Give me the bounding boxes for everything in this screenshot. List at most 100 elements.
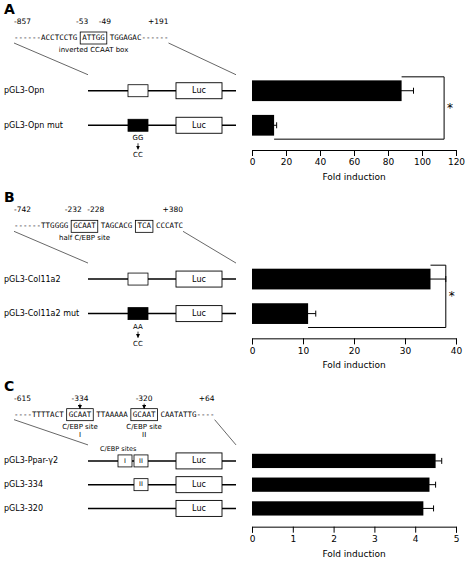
x-tick-mark: [320, 150, 321, 156]
error-bar-cap: [271, 122, 272, 128]
error-bar-line: [429, 460, 441, 461]
x-tick-label: 120: [448, 157, 465, 167]
site-box: [135, 220, 153, 232]
x-tick-mark: [456, 150, 457, 156]
mutation-to: CC: [133, 340, 143, 348]
construct-site-box: [128, 308, 148, 320]
panel: B------TTGGGGGCAATTAGCACGTCACCCATC-742+3…: [4, 189, 462, 370]
position-label: -228: [87, 205, 104, 214]
error-bar-cap: [413, 88, 414, 94]
category-label: pGL3-334: [4, 480, 43, 489]
error-bar-line: [415, 279, 446, 280]
sequence-text: ----TTTTACT: [14, 410, 64, 419]
x-tick-label: 20: [349, 346, 361, 356]
construct-site-label: I: [124, 457, 126, 465]
error-bar: [300, 311, 315, 317]
error-bar-cap: [423, 482, 424, 488]
reporter-box: [176, 117, 222, 133]
sequence-text: CCCATC: [156, 221, 183, 230]
position-label: -232: [65, 205, 82, 214]
error-bar-cap: [276, 122, 277, 128]
bar: [252, 269, 431, 290]
x-tick-mark: [293, 527, 294, 533]
position-arrow: [144, 404, 145, 409]
panel-title: B: [4, 189, 15, 205]
connector: [14, 43, 88, 75]
category-label: pGL3-Opn mut: [4, 121, 63, 130]
x-tick: 1: [290, 527, 296, 544]
sequence-text: TAGCACG: [101, 221, 133, 230]
reporter-box: [176, 83, 222, 99]
error-bar: [390, 88, 414, 94]
position-label: -320: [136, 394, 153, 403]
plot-area: [252, 454, 442, 516]
position-label: -615: [14, 394, 31, 403]
construct-site-box: [118, 455, 132, 467]
reporter-label: Luc: [192, 309, 206, 318]
construct-site-box: [128, 273, 148, 285]
error-bar-line: [413, 508, 433, 509]
x-tick: 3: [372, 527, 378, 544]
bar: [252, 80, 402, 101]
error-bar-line: [390, 90, 414, 91]
site-box: [80, 32, 107, 44]
error-bar-cap: [433, 505, 434, 511]
x-tick-label: 80: [383, 157, 395, 167]
significance-bracket: [444, 77, 445, 139]
mutation-arrow: [138, 143, 139, 149]
reporter-box: [176, 453, 222, 469]
panel: C----TTTTACTGCAATTTAAAAAGCAATCAATATTG---…: [4, 378, 459, 559]
position-label: -49: [99, 17, 111, 26]
plot-area: [252, 269, 446, 324]
connector: [215, 420, 236, 445]
significance-label: *: [447, 101, 453, 115]
x-tick-label: 0: [250, 157, 256, 167]
x-axis-line: [253, 339, 457, 345]
x-tick: 100: [414, 150, 431, 167]
x-tick: 0: [250, 338, 256, 355]
x-tick-mark: [252, 527, 253, 533]
construct-site-box: [128, 85, 148, 97]
site-label: half C/EBP site: [59, 234, 110, 242]
bar: [252, 478, 429, 492]
x-tick: 20: [349, 338, 361, 355]
x-axis-title: Fold induction: [322, 172, 385, 182]
error-bar-cap: [300, 311, 301, 317]
error-bar-line: [272, 125, 277, 126]
sites-label: C/EBP sites: [100, 445, 137, 453]
x-tick: 40: [315, 150, 327, 167]
x-tick-label: 60: [349, 157, 361, 167]
sequence-text: ATTGG: [82, 33, 105, 42]
site-box: [67, 409, 94, 421]
x-tick-label: 0: [250, 346, 256, 356]
category-label: pGL3-Ppar-γ2: [4, 456, 58, 465]
x-tick-mark: [354, 150, 355, 156]
figure: A------ACCTCCTGATTGGTGGAGAC-------857+19…: [0, 0, 474, 565]
panel-title: A: [4, 1, 15, 17]
x-axis: 010203040: [250, 338, 463, 355]
x-tick: 40: [451, 338, 463, 355]
sequence-text: GCAAT: [133, 410, 156, 419]
site-box: [131, 409, 158, 421]
sequence-text: TGGAGAC------: [110, 33, 169, 42]
x-tick-mark: [415, 527, 416, 533]
sequence-text: GCAAT: [73, 221, 96, 230]
x-tick-mark: [354, 338, 355, 344]
category-label: pGL3-Col11a2 mut: [4, 309, 79, 318]
position-label: -857: [14, 17, 31, 26]
x-tick-mark: [388, 150, 389, 156]
x-tick: 20: [281, 150, 293, 167]
x-axis-line: [253, 151, 457, 157]
site-label: II: [142, 431, 146, 439]
x-tick-label: 40: [451, 346, 463, 356]
reporter-box: [176, 477, 222, 493]
position-label: +380: [162, 205, 183, 214]
position-label: +64: [199, 394, 215, 403]
error-bar-cap: [315, 311, 316, 317]
position-label: +191: [148, 17, 169, 26]
x-tick-label: 20: [281, 157, 293, 167]
x-tick-label: 10: [298, 346, 310, 356]
error-bar-cap: [413, 505, 414, 511]
plot-area: [252, 80, 414, 135]
bar: [252, 115, 274, 136]
